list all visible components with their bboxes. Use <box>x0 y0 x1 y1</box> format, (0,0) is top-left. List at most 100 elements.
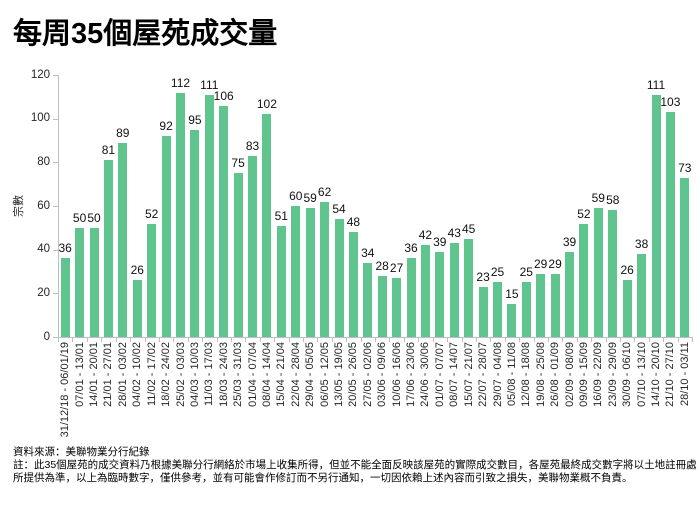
y-tick <box>53 206 58 207</box>
x-tick <box>490 338 492 342</box>
x-tick <box>187 338 189 342</box>
bar <box>406 258 416 337</box>
bar <box>190 129 200 337</box>
x-tick <box>432 338 434 342</box>
bar-value-label: 26 <box>620 263 634 278</box>
bar <box>536 273 546 337</box>
bar-value-label: 23 <box>476 269 490 284</box>
x-tick-label: 28/01 - 03/02 <box>116 342 129 407</box>
bar-value-label: 36 <box>58 241 72 256</box>
x-tick <box>389 338 391 342</box>
bar-value-label: 73 <box>678 160 692 175</box>
bar-value-label: 45 <box>462 221 476 236</box>
x-tick <box>274 338 276 342</box>
bar <box>521 282 531 337</box>
x-tick-label: 07/10 - 13/10 <box>635 342 648 407</box>
y-tick-label: 60 <box>37 199 50 212</box>
bar-value-label: 29 <box>548 256 562 271</box>
x-tick <box>504 338 506 342</box>
x-tick <box>648 338 650 342</box>
x-tick <box>605 338 607 342</box>
x-tick-label: 14/01 - 20/01 <box>88 342 100 407</box>
x-tick <box>547 338 549 342</box>
bar-value-label: 75 <box>231 156 245 171</box>
bar <box>493 282 502 337</box>
bar <box>204 94 214 337</box>
bar <box>103 160 113 337</box>
x-tick <box>144 338 146 342</box>
x-tick-label: 27/05 - 02/06 <box>361 342 374 407</box>
x-tick <box>663 338 665 342</box>
x-tick <box>303 338 304 342</box>
bar <box>363 262 373 337</box>
bar-value-label: 36 <box>404 241 418 256</box>
bar <box>550 273 560 337</box>
x-tick-label: 24/06 - 30/06 <box>419 342 432 407</box>
bar <box>75 227 85 337</box>
bar <box>161 136 171 337</box>
x-tick <box>317 338 319 342</box>
x-tick-label: 18/02 - 24/02 <box>160 342 173 407</box>
x-tick-label: 04/03 - 10/03 <box>188 342 201 407</box>
x-tick <box>115 338 117 342</box>
bar-value-label: 27 <box>389 261 404 276</box>
y-tick-label: 80 <box>37 155 50 168</box>
bar-value-label: 92 <box>159 119 173 134</box>
x-tick <box>447 338 448 342</box>
x-tick-label: 16/09 - 22/09 <box>592 342 605 407</box>
x-tick-label: 01/04 - 07/04 <box>246 342 259 407</box>
bar-value-label: 38 <box>634 237 649 251</box>
x-tick <box>475 338 477 342</box>
bar-value-label: 25 <box>519 265 533 280</box>
x-tick-label: 08/04 - 14/04 <box>260 342 273 407</box>
y-tick-label: 120 <box>30 68 50 81</box>
bar <box>565 251 574 337</box>
y-tick <box>53 293 58 295</box>
x-tick <box>259 338 261 342</box>
bar <box>276 225 286 337</box>
bar-value-label: 51 <box>274 208 288 223</box>
bar <box>291 206 301 337</box>
bar-value-label: 111 <box>646 77 666 92</box>
source-line: 資料來源：美聯物業分行紀錄 <box>13 446 150 458</box>
bar <box>420 245 430 337</box>
x-tick-label: 19/08 - 25/08 <box>534 342 547 407</box>
bar <box>219 105 229 337</box>
x-tick-label: 29/07 - 04/08 <box>491 342 504 407</box>
note-line-1: 註：此35個屋苑的成交資料乃根據美聯分行網絡於市場上收集所得，但並不能全面反映該… <box>13 459 697 472</box>
bar <box>89 227 99 337</box>
bar-value-label: 112 <box>170 75 191 90</box>
x-tick-label: 03/06 - 09/06 <box>376 342 389 407</box>
bar <box>305 208 315 337</box>
bar-value-label: 42 <box>418 228 433 243</box>
x-tick-label: 22/07 - 28/07 <box>477 342 490 407</box>
x-tick <box>216 338 218 342</box>
bar <box>118 142 128 337</box>
x-tick-label: 14/10 - 20/10 <box>650 342 662 407</box>
bar-value-label: 106 <box>213 88 234 103</box>
x-tick <box>677 338 679 342</box>
bar <box>147 223 157 337</box>
chart-title: 每周35個屋苑成交量 <box>13 18 278 50</box>
x-tick-label: 13/05 - 19/05 <box>333 342 345 407</box>
bar <box>651 94 661 337</box>
bar-value-label: 58 <box>606 193 620 208</box>
bar-value-label: 59 <box>591 191 605 206</box>
bar-value-label: 52 <box>145 206 159 221</box>
x-tick <box>86 338 88 342</box>
x-tick <box>634 338 636 342</box>
bar-value-label: 95 <box>188 112 202 127</box>
y-tick <box>53 337 58 338</box>
bar <box>248 155 257 337</box>
bar <box>665 112 675 337</box>
x-tick-label: 25/02 - 03/03 <box>174 342 187 407</box>
x-tick <box>101 338 103 342</box>
bar-value-label: 39 <box>433 234 447 249</box>
x-tick <box>620 338 621 342</box>
x-tick-label: 02/09 - 08/09 <box>563 342 576 407</box>
footnote: 資料來源：美聯物業分行紀錄 註：此35個屋苑的成交資料乃根據美聯分行網絡於市場上… <box>13 446 698 486</box>
x-tick-label: 15/04 - 21/04 <box>275 342 288 407</box>
bar-value-label: 28 <box>375 258 389 273</box>
